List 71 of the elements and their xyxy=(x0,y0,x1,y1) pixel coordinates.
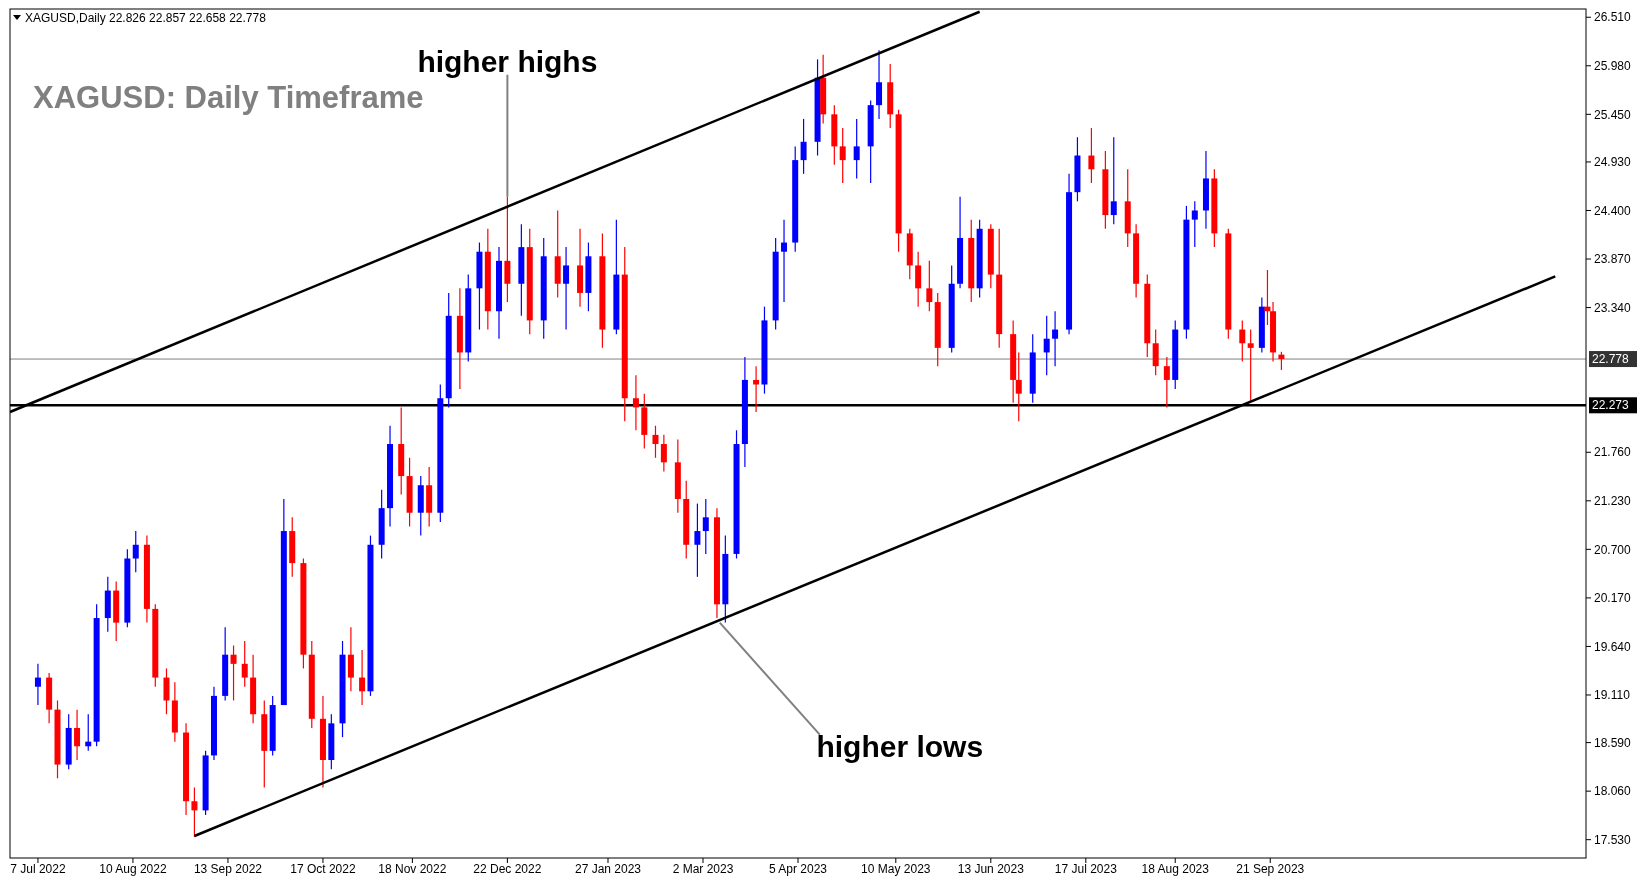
x-tick-label: 7 Jul 2022 xyxy=(10,862,66,876)
y-tick-label: 23.870 xyxy=(1594,252,1632,267)
ref-line-label: 22.273 xyxy=(1592,398,1630,413)
text: XAGUSD: Daily Timeframe xyxy=(33,80,424,115)
y-tick-label: 19.110 xyxy=(1594,688,1631,703)
candlestick xyxy=(839,127,846,184)
y-tick-label: 21.230 xyxy=(1594,494,1632,509)
candlestick xyxy=(781,219,788,303)
x-tick-label: 5 Apr 2023 xyxy=(768,862,828,876)
candlestick xyxy=(694,502,701,578)
x-tick-label: 18 Nov 2022 xyxy=(378,862,447,876)
ref-line-label: 22.778 xyxy=(1592,352,1630,367)
candlestick xyxy=(1015,351,1022,422)
annotation: higher lows xyxy=(816,730,984,764)
y-tick-label: 24.400 xyxy=(1594,203,1632,218)
candlestick xyxy=(853,118,860,180)
candlestick xyxy=(74,709,81,761)
candlestick xyxy=(915,251,922,308)
candlestick xyxy=(632,374,639,431)
y-tick-label: 24.930 xyxy=(1594,155,1632,170)
candlestick xyxy=(1239,319,1246,363)
x-tick-label: 17 Jul 2023 xyxy=(1054,862,1118,876)
candlestick xyxy=(753,365,760,413)
y-tick-label: 23.340 xyxy=(1594,300,1632,315)
candlestick xyxy=(660,434,667,473)
candlestick xyxy=(163,667,170,715)
candlestick xyxy=(1110,136,1117,225)
candlestick xyxy=(1278,351,1285,371)
x-tick-label: 18 Aug 2023 xyxy=(1141,862,1210,876)
x-tick-label: 27 Jan 2023 xyxy=(574,862,642,876)
candlestick xyxy=(563,246,570,331)
candlestick xyxy=(132,530,139,573)
x-tick-label: 13 Sep 2022 xyxy=(193,862,263,876)
candlestick xyxy=(504,196,511,303)
candlestick xyxy=(230,644,237,702)
candlestick xyxy=(34,663,41,706)
candlestick xyxy=(359,649,366,706)
candlestick xyxy=(926,260,933,312)
x-tick-label: 17 Oct 2022 xyxy=(290,862,356,876)
candlestick xyxy=(241,640,248,688)
candlestick xyxy=(1152,328,1159,376)
candlestick xyxy=(1043,315,1050,376)
chart-subtitle: XAGUSD,Daily 22.826 22.857 22.658 22.778 xyxy=(25,11,267,25)
candlestick xyxy=(1088,127,1095,184)
candlestick xyxy=(652,425,659,459)
candlestick xyxy=(876,49,883,120)
y-tick-label: 17.530 xyxy=(1594,832,1632,847)
y-tick-label: 25.450 xyxy=(1594,107,1632,122)
candlestick xyxy=(1052,310,1059,367)
x-tick-label: 10 May 2023 xyxy=(861,862,931,876)
y-tick-label: 20.170 xyxy=(1594,591,1632,606)
x-tick-label: 2 Mar 2023 xyxy=(672,862,734,876)
y-tick-label: 18.060 xyxy=(1594,784,1632,799)
y-tick-label: 20.700 xyxy=(1594,542,1632,557)
candlestick xyxy=(1191,200,1198,248)
annotation: higher highs xyxy=(417,45,598,79)
x-tick-label: 10 Aug 2022 xyxy=(99,862,167,876)
x-tick-label: 13 Jun 2023 xyxy=(957,862,1025,876)
candlestick xyxy=(191,786,198,838)
y-tick-label: 25.980 xyxy=(1594,58,1632,73)
y-tick-label: 19.640 xyxy=(1594,639,1632,654)
y-tick-label: 26.510 xyxy=(1594,10,1632,25)
candlestick xyxy=(800,118,807,175)
x-tick-label: 21 Sep 2023 xyxy=(1236,862,1305,876)
y-tick-label: 21.760 xyxy=(1594,445,1632,460)
candlestick xyxy=(347,626,354,692)
x-tick-label: 22 Dec 2022 xyxy=(473,862,542,876)
candlestick xyxy=(1247,328,1254,402)
y-tick-label: 18.590 xyxy=(1594,735,1632,750)
candlestick xyxy=(702,498,709,555)
candlestick xyxy=(1163,356,1170,408)
